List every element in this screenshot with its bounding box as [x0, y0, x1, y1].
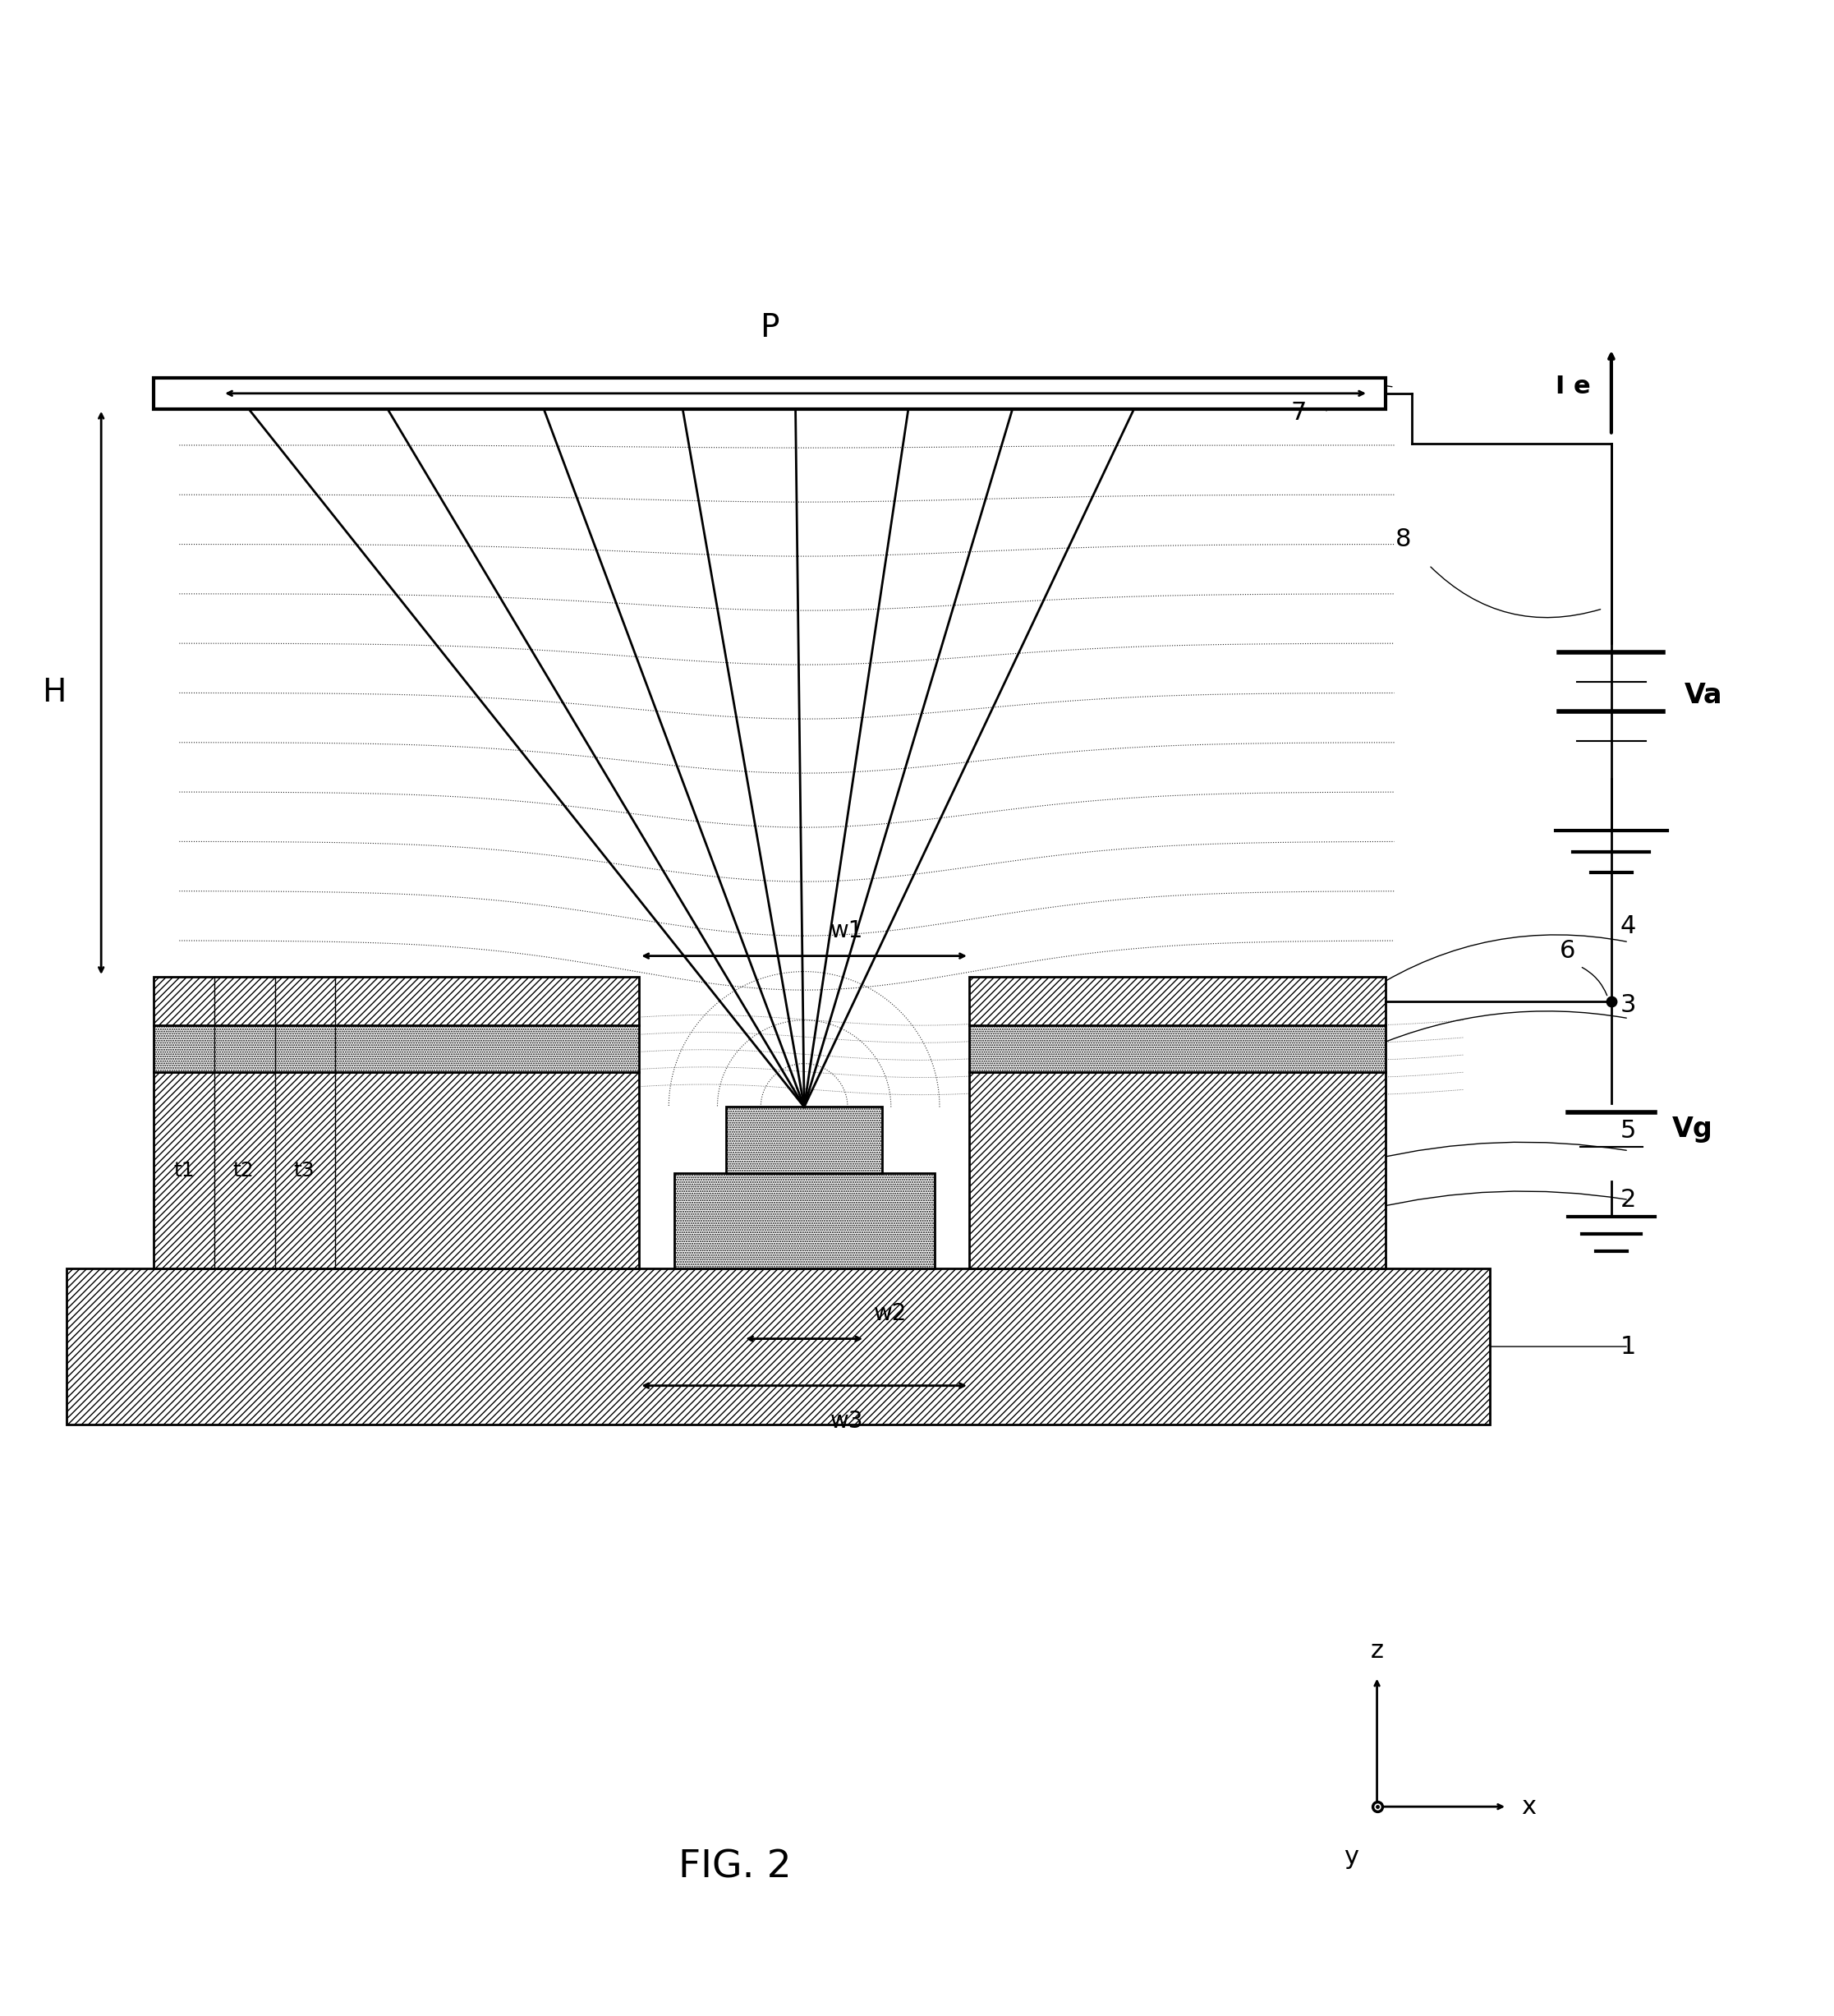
- Text: 6: 6: [1561, 939, 1575, 964]
- Text: t1: t1: [174, 1161, 194, 1179]
- FancyArrowPatch shape: [1370, 935, 1627, 990]
- Text: H: H: [42, 677, 66, 708]
- Text: 3: 3: [1619, 992, 1636, 1016]
- Bar: [66, 1268, 1489, 1425]
- FancyArrowPatch shape: [1431, 566, 1601, 617]
- Text: w2: w2: [873, 1302, 906, 1325]
- Bar: [154, 976, 640, 1026]
- Text: 8: 8: [1396, 528, 1410, 550]
- FancyArrowPatch shape: [1583, 968, 1607, 996]
- Bar: [154, 1073, 640, 1268]
- Text: 5: 5: [1619, 1119, 1636, 1143]
- Bar: [726, 1107, 882, 1173]
- FancyArrowPatch shape: [1370, 1191, 1627, 1210]
- Text: 1: 1: [1619, 1335, 1636, 1359]
- Text: t3: t3: [293, 1161, 315, 1179]
- FancyArrowPatch shape: [1370, 1012, 1627, 1048]
- Text: I e: I e: [1555, 375, 1590, 399]
- Text: t2: t2: [233, 1161, 255, 1179]
- Text: w3: w3: [831, 1409, 864, 1433]
- Text: x: x: [1520, 1794, 1535, 1818]
- Text: y: y: [1344, 1845, 1359, 1869]
- Text: w1: w1: [831, 919, 864, 941]
- Bar: [968, 976, 1387, 1026]
- Bar: [673, 1173, 934, 1268]
- Bar: [154, 1026, 640, 1073]
- Text: 7: 7: [1291, 401, 1308, 425]
- Text: z: z: [1370, 1639, 1383, 1663]
- Text: 2: 2: [1619, 1187, 1636, 1212]
- Bar: [968, 1073, 1387, 1268]
- FancyArrowPatch shape: [1370, 1143, 1627, 1159]
- Text: Va: Va: [1684, 681, 1722, 710]
- Bar: [154, 377, 1387, 409]
- FancyArrowPatch shape: [1326, 385, 1392, 411]
- Bar: [968, 1026, 1387, 1073]
- Text: FIG. 2: FIG. 2: [679, 1849, 790, 1885]
- Text: P: P: [759, 312, 779, 343]
- Text: Vg: Vg: [1673, 1117, 1713, 1143]
- Text: 4: 4: [1619, 915, 1636, 939]
